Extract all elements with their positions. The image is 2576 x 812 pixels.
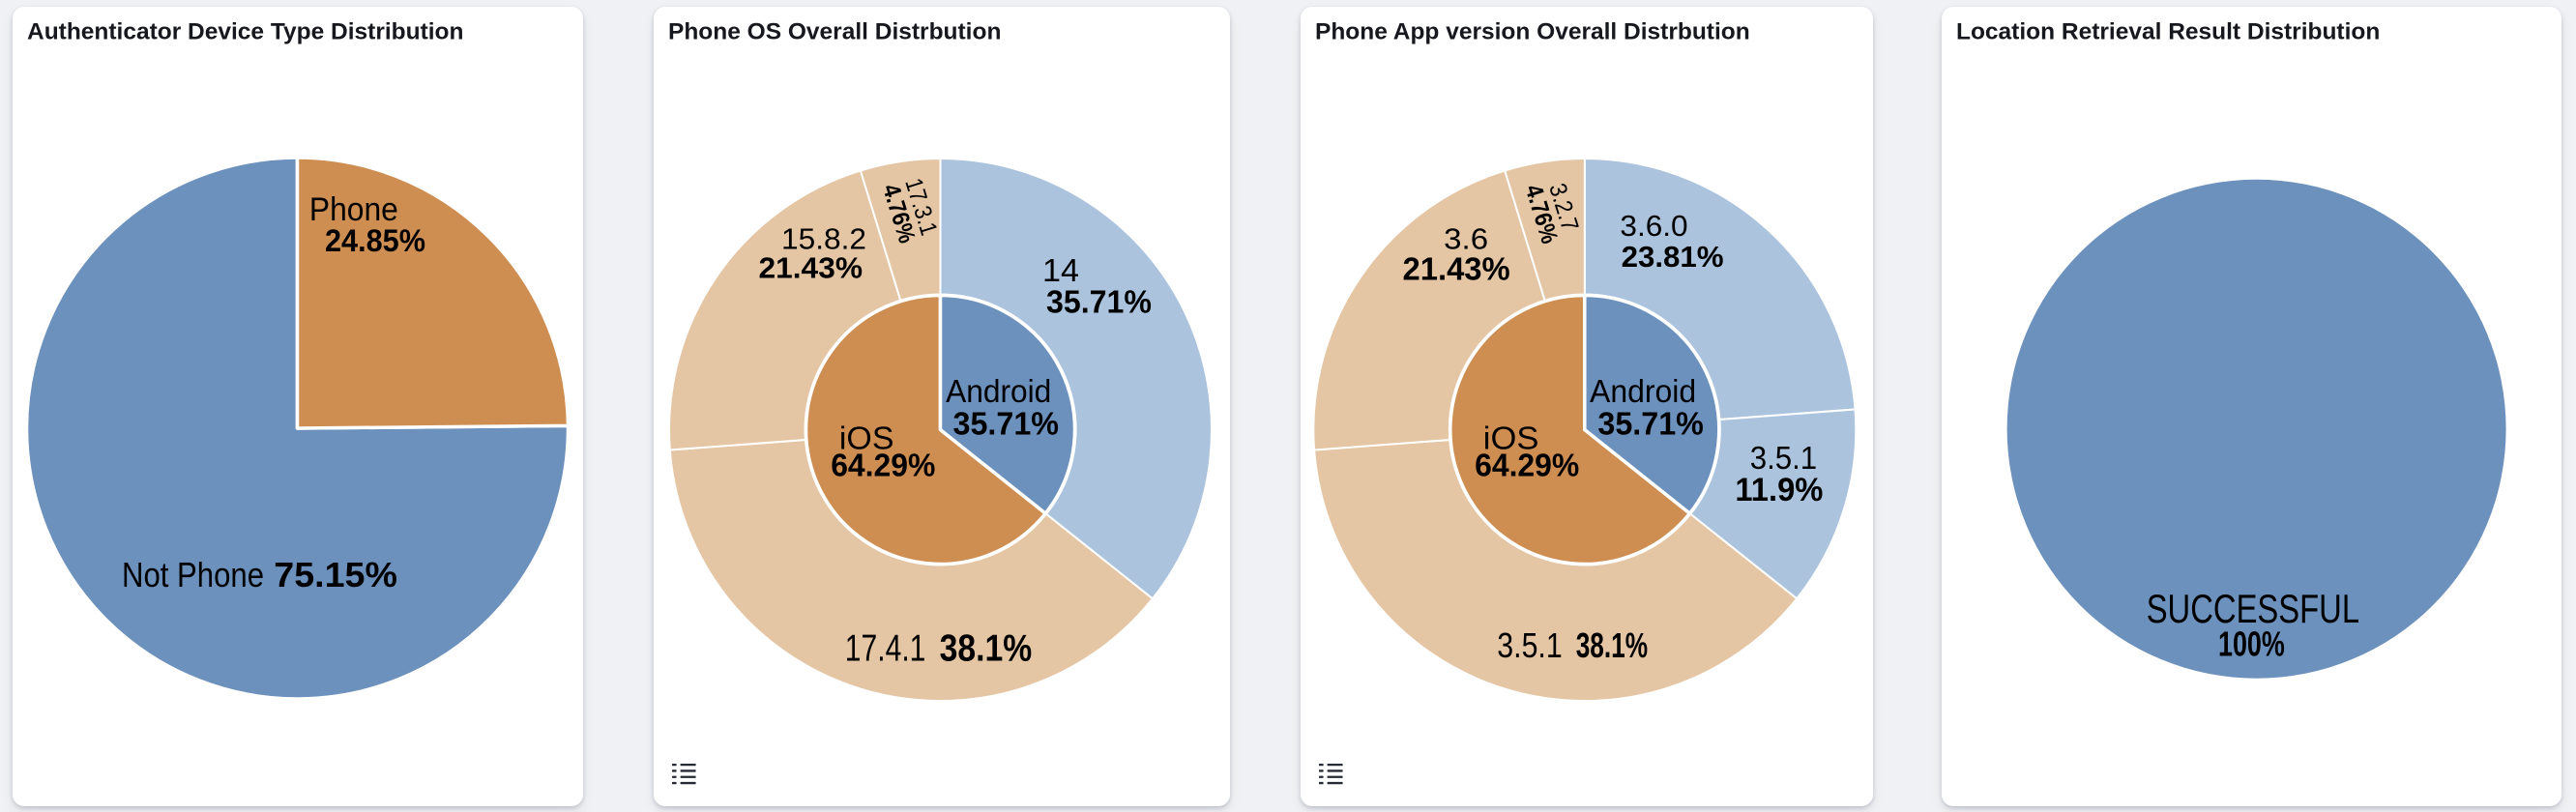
- svg-text:21.43%: 21.43%: [1403, 250, 1510, 286]
- svg-text:38.1%: 38.1%: [1576, 625, 1648, 665]
- svg-text:15.8.2: 15.8.2: [781, 222, 866, 256]
- svg-text:21.43%: 21.43%: [759, 251, 864, 285]
- svg-text:75.15%: 75.15%: [274, 555, 397, 594]
- svg-text:38.1%: 38.1%: [940, 628, 1033, 670]
- svg-text:Phone OS Overall Distrbution: Phone OS Overall Distrbution: [668, 19, 1001, 45]
- svg-text:17.4.1: 17.4.1: [845, 628, 926, 670]
- svg-text:SUCCESSFUL: SUCCESSFUL: [2147, 586, 2359, 631]
- svg-text:14: 14: [1042, 252, 1079, 288]
- svg-text:Android: Android: [946, 373, 1051, 409]
- svg-text:Authenticator Device Type Dist: Authenticator Device Type Distribution: [27, 19, 464, 45]
- svg-text:23.81%: 23.81%: [1622, 240, 1724, 274]
- svg-text:3.5.1: 3.5.1: [1750, 440, 1818, 476]
- svg-text:iOS: iOS: [839, 420, 894, 456]
- svg-text:Location Retrieval Result Dist: Location Retrieval Result Distribution: [1956, 19, 2380, 45]
- svg-text:35.71%: 35.71%: [1597, 406, 1704, 442]
- svg-text:Android: Android: [1590, 373, 1696, 409]
- svg-text:3.6: 3.6: [1444, 221, 1488, 255]
- svg-text:35.71%: 35.71%: [1046, 284, 1152, 320]
- svg-text:64.29%: 64.29%: [1475, 447, 1579, 482]
- svg-text:35.71%: 35.71%: [953, 406, 1060, 442]
- svg-text:Not Phone: Not Phone: [122, 555, 264, 594]
- svg-text:11.9%: 11.9%: [1735, 472, 1823, 508]
- svg-text:64.29%: 64.29%: [831, 447, 935, 482]
- svg-text:100%: 100%: [2218, 624, 2285, 664]
- svg-text:3.5.1: 3.5.1: [1497, 625, 1562, 665]
- svg-text:Phone: Phone: [309, 191, 398, 228]
- svg-text:iOS: iOS: [1483, 420, 1539, 456]
- svg-text:Phone App version Overall Dist: Phone App version Overall Distrbution: [1315, 19, 1750, 45]
- svg-text:24.85%: 24.85%: [325, 223, 425, 258]
- svg-text:3.6.0: 3.6.0: [1620, 209, 1687, 243]
